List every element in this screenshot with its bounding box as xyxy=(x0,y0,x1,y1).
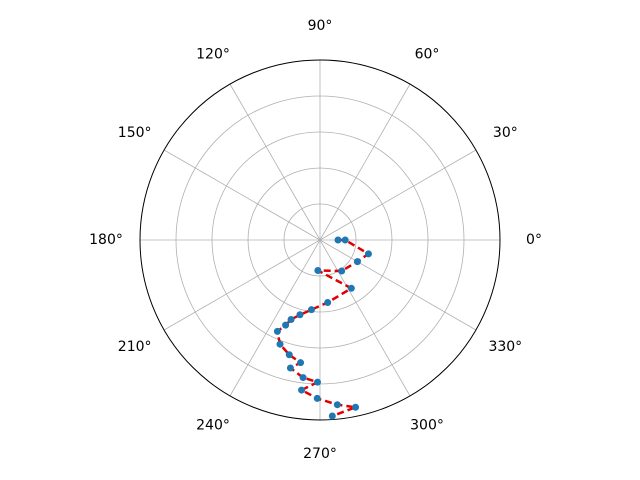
theta-tick-label: 330° xyxy=(488,339,522,355)
point xyxy=(333,401,341,409)
theta-tick-label: 210° xyxy=(118,339,152,355)
line xyxy=(276,238,371,418)
grid-spoke xyxy=(319,83,411,241)
grid-spoke xyxy=(163,239,321,331)
point xyxy=(307,306,315,314)
theta-tick-label: 90° xyxy=(308,18,333,34)
theta-tick-label: 300° xyxy=(410,417,444,433)
point xyxy=(282,321,290,329)
grid-spoke xyxy=(319,239,477,331)
point xyxy=(314,378,322,386)
point xyxy=(297,359,305,367)
theta-tick-label: 30° xyxy=(493,125,518,141)
grid-spoke xyxy=(319,149,477,241)
point xyxy=(338,267,346,275)
point xyxy=(364,250,372,258)
theta-tick-label: 150° xyxy=(118,125,152,141)
point xyxy=(314,267,322,275)
grid-spoke xyxy=(319,239,411,397)
point xyxy=(286,364,294,372)
point xyxy=(353,258,361,266)
point xyxy=(285,351,293,359)
point xyxy=(313,394,321,402)
point xyxy=(334,236,342,244)
theta-tick-label: 180° xyxy=(89,232,123,248)
theta-tick-label: 0° xyxy=(526,232,542,248)
point xyxy=(299,374,307,382)
point xyxy=(276,340,284,348)
point xyxy=(287,315,295,323)
theta-tick-label: 60° xyxy=(415,47,440,63)
point xyxy=(296,311,304,319)
grid-spoke xyxy=(229,239,321,397)
theta-tick-label: 270° xyxy=(303,446,337,462)
grid-spoke xyxy=(163,149,321,241)
point xyxy=(347,284,355,292)
grid-spoke xyxy=(229,83,321,241)
point xyxy=(298,386,306,394)
theta-tick-label: 240° xyxy=(196,417,230,433)
point xyxy=(324,299,332,307)
point xyxy=(341,236,349,244)
theta-tick-label: 120° xyxy=(196,47,230,63)
point xyxy=(273,327,281,335)
point xyxy=(352,403,360,411)
polar-frame xyxy=(139,59,501,421)
point xyxy=(328,412,336,420)
